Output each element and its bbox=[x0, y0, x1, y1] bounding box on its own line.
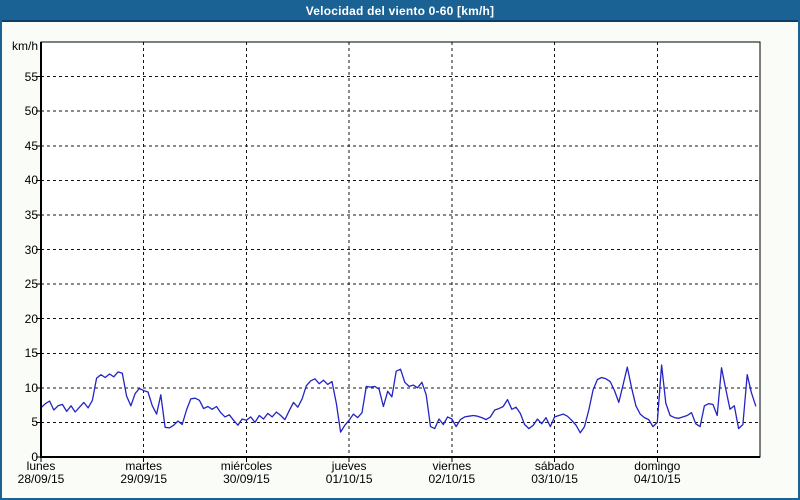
wind-speed-line bbox=[40, 364, 757, 434]
plot-area bbox=[41, 42, 760, 457]
title-bar: Velocidad del viento 0-60 [km/h] bbox=[2, 2, 798, 22]
chart-title: Velocidad del viento 0-60 [km/h] bbox=[305, 4, 495, 18]
